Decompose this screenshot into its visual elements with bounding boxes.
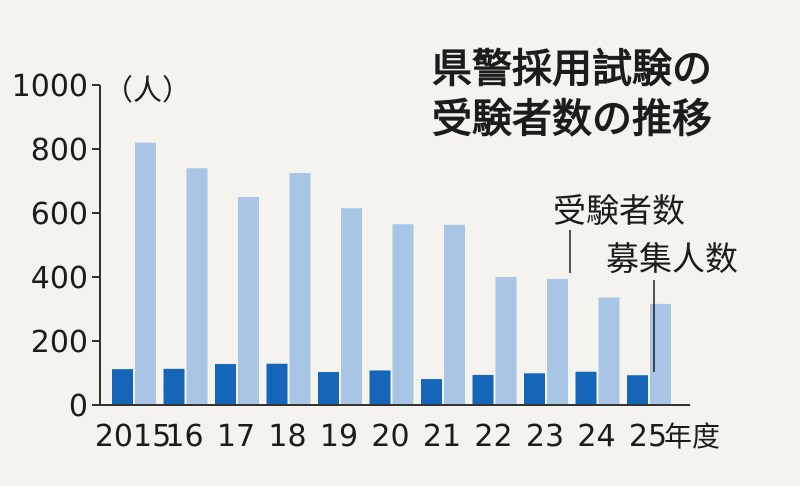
bars-layer xyxy=(112,142,671,405)
bar-recruits-17 xyxy=(215,364,236,405)
bar-recruits-21 xyxy=(421,379,442,405)
y-tick-label: 1000 xyxy=(12,69,88,104)
bar-applicants-18 xyxy=(289,173,311,405)
x-axis-unit-suffix: 年度 xyxy=(664,420,720,453)
y-tick-label: 0 xyxy=(69,389,88,424)
bar-applicants-17 xyxy=(238,197,259,405)
x-tick-label: 24 xyxy=(577,419,615,454)
annotation-recruits-label: 募集人数 xyxy=(606,239,738,278)
bar-applicants-23 xyxy=(547,278,568,405)
y-tick-label: 800 xyxy=(31,133,88,168)
bar-recruits-18 xyxy=(266,363,288,405)
x-tick-label: 18 xyxy=(268,419,306,454)
y-tick-label: 600 xyxy=(31,197,88,232)
x-tick-label: 22 xyxy=(474,419,512,454)
bar-applicants-22 xyxy=(495,277,517,405)
bar-recruits-25 xyxy=(627,375,648,405)
y-ticks: 0 200 400 600 800 1000 xyxy=(12,69,100,424)
bar-recruits-24 xyxy=(575,371,597,405)
x-tick-label: 19 xyxy=(320,419,358,454)
bar-recruits-20 xyxy=(369,370,391,405)
bar-recruits-22 xyxy=(472,374,494,405)
x-tick-label: 20 xyxy=(371,419,409,454)
bar-applicants-19 xyxy=(341,208,362,405)
x-tick-label: 2015 xyxy=(95,419,171,454)
chart-title-line-2: 受験者数の推移 xyxy=(432,96,712,142)
bar-applicants-16 xyxy=(186,168,208,405)
x-tick-label: 16 xyxy=(165,419,203,454)
x-tick-label: 21 xyxy=(423,419,461,454)
annotation-applicants-label: 受験者数 xyxy=(553,191,685,230)
bar-recruits-19 xyxy=(318,372,339,405)
bar-applicants-20 xyxy=(392,224,414,405)
y-axis-unit-label: （人） xyxy=(104,73,191,107)
y-tick-label: 200 xyxy=(31,325,88,360)
chart-title-line-1: 県警採用試験の xyxy=(432,46,712,92)
x-tick-label: 23 xyxy=(526,419,564,454)
y-tick-label: 400 xyxy=(31,261,88,296)
bar-applicants-21 xyxy=(444,224,465,405)
x-tick-label: 25 xyxy=(629,419,667,454)
bar-recruits-23 xyxy=(524,373,545,405)
bar-applicants-24 xyxy=(598,297,620,405)
bar-applicants-2015 xyxy=(135,142,156,405)
bar-applicants-25 xyxy=(650,303,671,405)
bar-recruits-2015 xyxy=(112,369,133,405)
x-tick-label: 17 xyxy=(217,419,255,454)
bar-recruits-16 xyxy=(163,368,185,405)
